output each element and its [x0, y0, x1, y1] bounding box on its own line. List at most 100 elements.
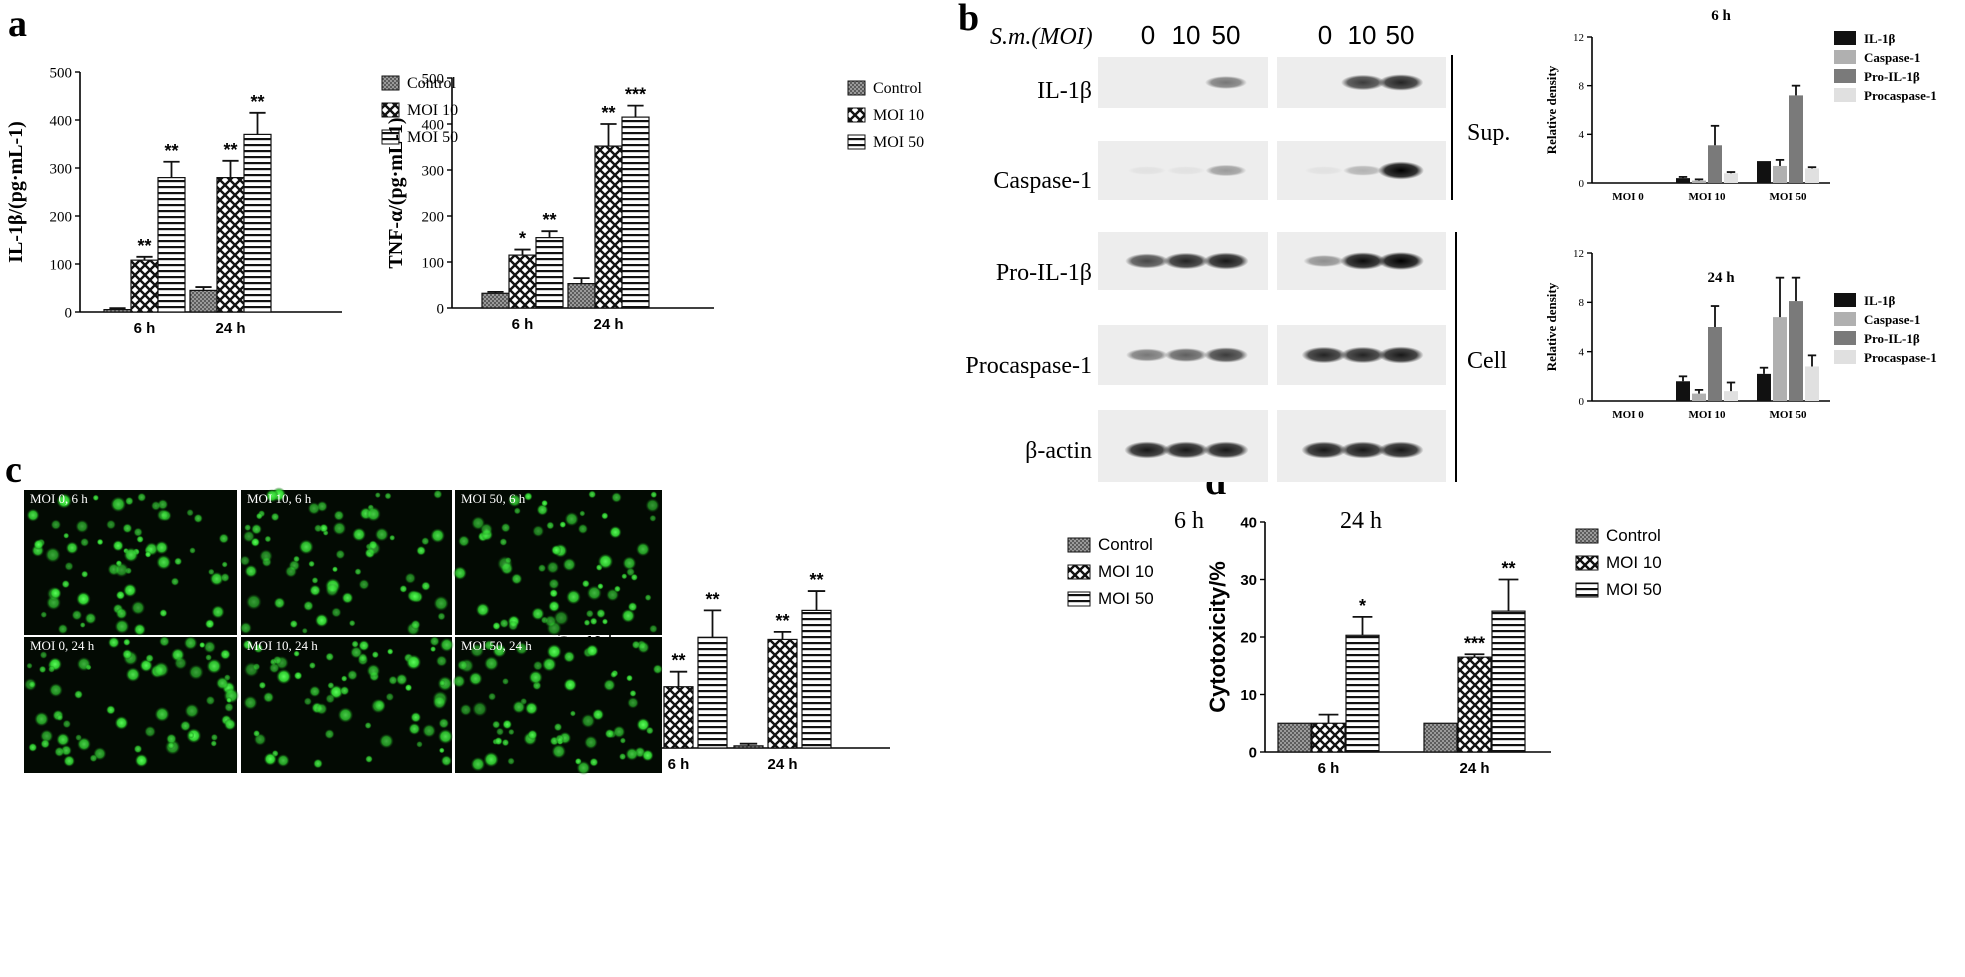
fluorescent-cell	[253, 730, 260, 737]
fluorescent-cell	[334, 510, 345, 521]
fluorescent-cell	[374, 699, 386, 711]
significance-marker: **	[705, 589, 719, 609]
bar	[1692, 394, 1706, 401]
fluorescent-cell	[626, 675, 633, 682]
bar	[190, 290, 217, 312]
fluorescent-cell	[224, 718, 236, 730]
micrograph-tile: MOI 10, 24 h	[241, 636, 454, 773]
fluorescent-cell	[159, 636, 170, 647]
fluorescent-cell	[189, 547, 196, 554]
blot-band	[1303, 255, 1344, 267]
fluorescent-cell	[159, 609, 167, 617]
fluorescent-cell	[609, 526, 622, 539]
y-tick-label: 0	[1249, 744, 1257, 761]
x-tick-label: 24 h	[593, 316, 623, 333]
fluorescent-cell	[168, 742, 175, 749]
significance-marker: **	[1501, 559, 1515, 579]
fluorescent-cell	[606, 588, 619, 601]
blot-row-label: Procaspase-1	[965, 353, 1092, 379]
fluorescent-cell	[645, 594, 652, 601]
fluorescent-cell	[399, 585, 407, 593]
significance-marker: **	[250, 92, 264, 112]
fluorescent-cell	[622, 556, 636, 570]
bar	[1424, 723, 1457, 752]
chart-title: 6 h	[1711, 8, 1731, 24]
micrograph-label: MOI 10, 24 h	[247, 638, 318, 653]
fluorescent-cell	[421, 537, 429, 545]
fluorescent-cell	[61, 580, 69, 588]
fluorescent-cell	[502, 739, 510, 747]
fluorescent-cell	[90, 754, 98, 762]
fluorescent-cell	[85, 612, 97, 624]
fluorescent-cell	[58, 624, 68, 634]
fluorescent-cell	[186, 509, 194, 517]
fluorescent-cell	[54, 747, 64, 757]
y-tick-label: 0	[1579, 396, 1585, 408]
fluorescent-cell	[546, 521, 554, 529]
fluorescent-cell	[259, 549, 273, 563]
fluorescent-cell	[453, 566, 467, 580]
legend-swatch	[1834, 88, 1856, 102]
fluorescent-cell	[211, 734, 218, 741]
legend-swatch	[1834, 331, 1856, 345]
y-tick-label: 400	[50, 113, 73, 129]
fluorescent-cell	[472, 701, 487, 716]
fluorescent-cell	[484, 752, 499, 767]
significance-marker: ***	[625, 85, 646, 105]
fluorescent-cell	[365, 755, 373, 763]
fluorescent-cell	[542, 657, 557, 672]
y-tick-label: 300	[50, 161, 73, 177]
micrograph-tile: MOI 10, 6 h	[240, 487, 452, 636]
legend-swatch	[1834, 31, 1856, 45]
fluorescent-cell	[309, 686, 321, 698]
fluorescent-cell	[359, 579, 370, 590]
fluorescent-cell	[34, 712, 49, 727]
fluorescent-cell	[224, 703, 234, 713]
fluorescent-cell	[246, 594, 262, 610]
x-tick-label: MOI 50	[1770, 191, 1807, 203]
fluorescent-cell	[352, 528, 366, 542]
fluorescent-cell	[81, 571, 88, 578]
blot-band	[1163, 442, 1208, 459]
fluorescent-cell	[645, 498, 659, 512]
fluorescent-cell	[439, 747, 445, 753]
fluorescent-cell	[309, 585, 321, 597]
micrograph-label: MOI 0, 24 h	[30, 638, 95, 653]
bar	[1492, 611, 1525, 752]
fluorescent-cell	[433, 596, 448, 611]
fluorescent-cell	[457, 660, 468, 671]
legend-label: Control	[873, 80, 922, 97]
y-tick-label: 200	[50, 209, 73, 225]
fluorescent-cell	[263, 692, 274, 703]
fluorescent-cell	[199, 642, 205, 648]
bar	[568, 284, 595, 308]
tnfa-bar-chart: 0100200300400500TNF-α/(pg·mL-1)6 h 24 h**…	[385, 71, 924, 333]
legend-swatch	[1068, 538, 1090, 552]
bar	[1757, 161, 1771, 183]
significance-marker: **	[137, 236, 151, 256]
fluorescent-cell	[601, 512, 608, 519]
fluorescent-cell	[285, 565, 297, 577]
fluorescent-cell	[93, 495, 100, 502]
fluorescent-cell	[366, 541, 380, 555]
fluorescent-cell	[603, 679, 615, 691]
fluorescent-cell	[122, 649, 133, 660]
fluorescent-cell	[405, 684, 413, 692]
fluorescent-cell	[499, 619, 509, 629]
fluorescent-cell	[469, 672, 483, 686]
fluorescent-cell	[358, 640, 369, 651]
fluorescent-cell	[316, 703, 328, 715]
bar	[217, 178, 244, 312]
fluorescent-cell	[547, 644, 562, 659]
fluorescent-cell	[551, 545, 562, 556]
fluorescent-cell	[590, 617, 598, 625]
micrograph-background	[241, 490, 452, 635]
bar	[1724, 173, 1738, 183]
fluorescent-cell	[39, 666, 47, 674]
x-tick-label: 24 h	[1459, 760, 1489, 777]
bar	[595, 146, 622, 308]
fluorescent-cell	[354, 568, 361, 575]
x-tick-label: MOI 50	[1770, 409, 1807, 421]
fluorescent-cell	[56, 714, 63, 721]
fluorescent-cell	[331, 607, 341, 617]
